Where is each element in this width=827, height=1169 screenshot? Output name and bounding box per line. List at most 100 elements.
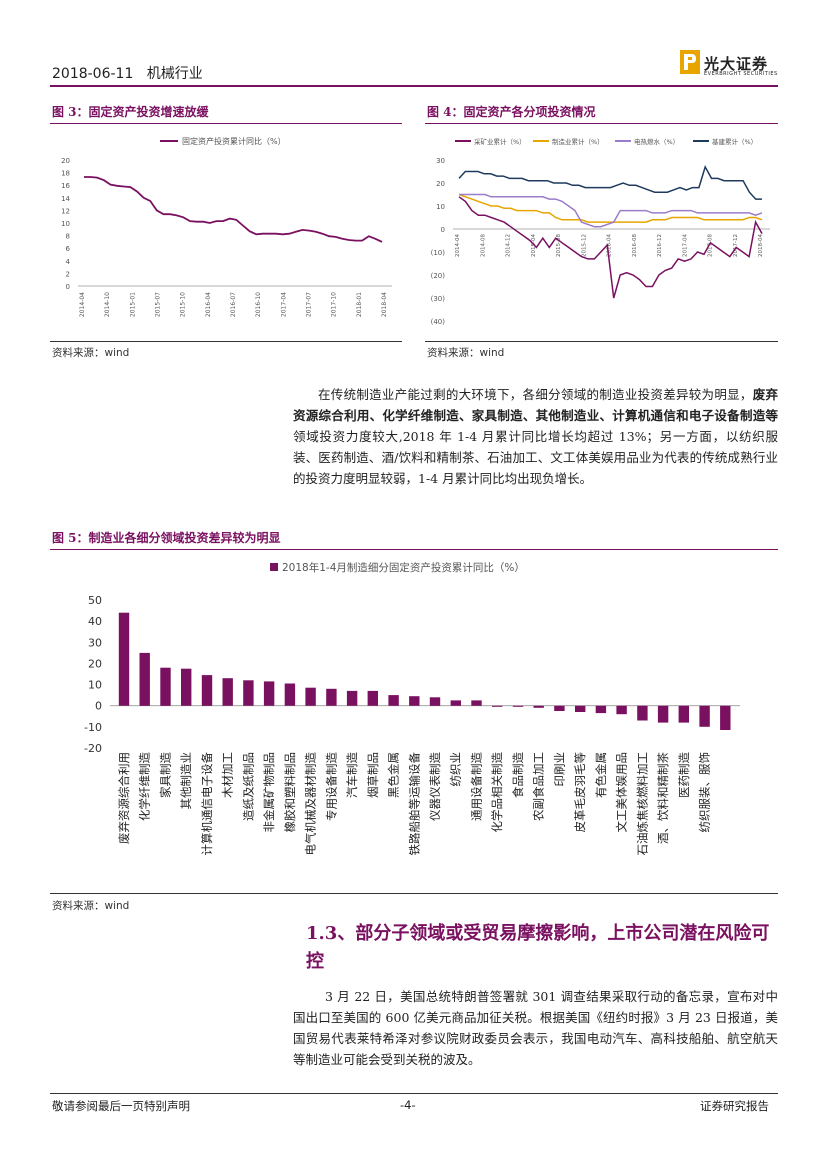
fig5-bar bbox=[533, 705, 544, 708]
fig5-bar bbox=[346, 690, 358, 706]
fig5-category-label: 黑色金属 bbox=[387, 752, 401, 798]
fig4-ytick: (20) bbox=[431, 272, 446, 280]
fig5-title-rule bbox=[50, 549, 778, 550]
fig5-ytick: -10 bbox=[84, 721, 102, 734]
fig4-ytick: (10) bbox=[431, 249, 446, 257]
fig4-source-rule bbox=[425, 341, 778, 342]
fig3-ytick: 0 bbox=[66, 283, 70, 291]
fig5-category-label: 纺织服装、服饰 bbox=[698, 752, 712, 833]
everbright-logo-icon bbox=[680, 50, 700, 74]
fig5-bar bbox=[201, 675, 213, 706]
fig3-xtick: 2017-07 bbox=[306, 292, 313, 317]
fig3-ytick: 2 bbox=[66, 270, 70, 278]
fig5-bar bbox=[720, 705, 731, 730]
footer-divider bbox=[50, 1093, 778, 1094]
fig5-bar bbox=[243, 680, 254, 706]
fig4-ytick: 10 bbox=[436, 203, 445, 211]
fig5-category-label: 橡胶和塑料制品 bbox=[283, 752, 297, 833]
fig3-xtick: 2018-01 bbox=[356, 292, 363, 317]
fig3-source: 资料来源：wind bbox=[52, 347, 130, 359]
fig4-ytick: 20 bbox=[436, 180, 445, 188]
fig5-category-label: 通用设备制造 bbox=[469, 752, 483, 821]
fig3-chart: 固定资产投资累计同比（%） 0 2 4 6 8 10 12 14 16 18 20 2014-04 201… bbox=[61, 136, 392, 317]
body-paragraph-1: 在传统制造业产能过剩的大环境下，各细分领域的制造业投资差异较为明显，废弃资源综合… bbox=[293, 384, 778, 489]
fig5-ytick: 40 bbox=[88, 615, 102, 628]
fig3-xtick: 2015-07 bbox=[155, 292, 162, 317]
industry-label: 机械行业 bbox=[146, 66, 203, 82]
fig4-xtick: 2015-12 bbox=[581, 234, 587, 257]
fig4-xtick: 2017-12 bbox=[733, 234, 739, 257]
fig5-category-label: 电气机械及器材制造 bbox=[304, 752, 318, 856]
fig5-source: 资料来源：wind bbox=[52, 900, 130, 912]
fig3-ytick: 6 bbox=[66, 245, 71, 253]
report-date: 2018-06-11 bbox=[52, 66, 134, 82]
fig5-category-label: 皮革毛皮羽毛等 bbox=[573, 752, 587, 833]
para1-intro: 在传统制造业产能过剩的大环境下，各细分领域的制造业投资差异较为明显， bbox=[318, 387, 753, 402]
fig3-xtick: 2016-04 bbox=[205, 292, 212, 317]
footer-disclaimer: 敬请参阅最后一页特别声明 bbox=[52, 1099, 190, 1113]
fig5-category-label: 食品制造 bbox=[511, 752, 525, 798]
fig5-bar bbox=[699, 705, 710, 727]
header-date-industry: 2018-06-11 机械行业 bbox=[52, 63, 203, 83]
fig5-category-label: 石油炼焦核燃料加工 bbox=[635, 752, 649, 856]
fig5-title: 图 5：制造业各细分领域投资差异较为明显 bbox=[52, 531, 281, 545]
fig5-bar bbox=[388, 695, 399, 706]
fig3-title-rule bbox=[50, 123, 402, 124]
fig4-title: 图 4：固定资产各分项投资情况 bbox=[427, 105, 596, 119]
fig4-ytick: (40) bbox=[431, 318, 446, 326]
fig5-category-label: 化学品相关制造 bbox=[490, 752, 504, 833]
fig3-xtick: 2017-04 bbox=[280, 292, 287, 317]
fig4-ytick: 0 bbox=[441, 226, 445, 234]
fig4-title-rule bbox=[425, 123, 778, 124]
fig5-category-label: 废弃资源综合利用 bbox=[117, 752, 131, 844]
section-title: 1.3、部分子领域或受贸易摩擦影响，上市公司潜在风险可控 bbox=[306, 923, 770, 972]
fig4-series-line-2 bbox=[459, 193, 763, 228]
fig5-bar bbox=[616, 705, 627, 715]
fig3-ytick: 4 bbox=[66, 258, 71, 266]
fig3-xtick: 2014-10 bbox=[104, 292, 111, 317]
fig5-category-label: 纺织业 bbox=[449, 752, 463, 787]
fig4-xtick: 2014-04 bbox=[455, 234, 461, 257]
fig4-xtick: 2017-08 bbox=[708, 234, 714, 257]
fig5-bar bbox=[409, 696, 420, 706]
fig5-category-label: 计算机通信电子设备 bbox=[200, 752, 214, 856]
fig5-chart: 2018年1-4月制造细分固定资产投资累计同比（%） 50 40 30 20 10 0 -10… bbox=[84, 561, 740, 856]
fig5-ytick: 20 bbox=[88, 657, 102, 670]
para1-bold: 废弃资源综合利用、化学纤维制造、家具制造、其他制造业、计算机通信和电子设备制造等 bbox=[293, 387, 778, 423]
fig5-bar bbox=[492, 705, 503, 707]
fig5-bar bbox=[263, 681, 275, 706]
fig5-bar bbox=[678, 705, 689, 723]
fig4-legend-label: 电热燃水（%） bbox=[634, 137, 679, 146]
fig5-category-label: 有色金属 bbox=[594, 752, 608, 798]
fig3-ytick: 10 bbox=[61, 220, 70, 228]
fig5-category-label: 汽车制造 bbox=[345, 752, 359, 798]
fig5-ytick: -20 bbox=[84, 742, 102, 755]
fig5-bar bbox=[222, 678, 233, 706]
page-number: -4- bbox=[400, 1098, 416, 1112]
fig5-bar bbox=[139, 652, 150, 706]
fig5-bar bbox=[575, 705, 586, 712]
fig5-category-label: 文工美体娱用品 bbox=[615, 752, 629, 833]
para1-rest: 领域投资力度较大,2018 年 1-4 月累计同比增长均超过 13%；另一方面，… bbox=[293, 429, 778, 486]
fig5-legend-swatch bbox=[270, 563, 278, 571]
fig5-category-label: 家具制造 bbox=[158, 752, 172, 798]
fig5-bar bbox=[284, 683, 296, 706]
fig5-ytick: 30 bbox=[88, 636, 102, 649]
fig5-category-label: 酒、饮料和精制茶 bbox=[656, 752, 670, 844]
fig5-category-label: 铁路船舶等运输设备 bbox=[407, 752, 421, 856]
fig5-category-label: 其他制造业 bbox=[179, 752, 193, 810]
fig3-xtick: 2015-01 bbox=[129, 292, 136, 317]
fig5-category-label: 造纸及纸制品 bbox=[241, 752, 255, 821]
fig5-legend-label: 2018年1-4月制造细分固定资产投资累计同比（%） bbox=[282, 561, 525, 574]
fig3-ytick: 16 bbox=[61, 182, 70, 190]
fig3-ytick: 20 bbox=[61, 157, 70, 165]
header-divider bbox=[50, 85, 778, 87]
fig5-bar bbox=[595, 705, 607, 714]
fig5-bar bbox=[471, 700, 482, 706]
fig3-legend-label: 固定资产投资累计同比（%） bbox=[182, 136, 286, 146]
fig3-xtick: 2014-04 bbox=[79, 292, 86, 317]
fig4-source: 资料来源：wind bbox=[427, 347, 505, 359]
fig5-category-label: 医药制造 bbox=[677, 752, 691, 798]
fig4-series-line-0 bbox=[458, 196, 763, 299]
fig5-category-label: 木材加工 bbox=[221, 752, 235, 798]
